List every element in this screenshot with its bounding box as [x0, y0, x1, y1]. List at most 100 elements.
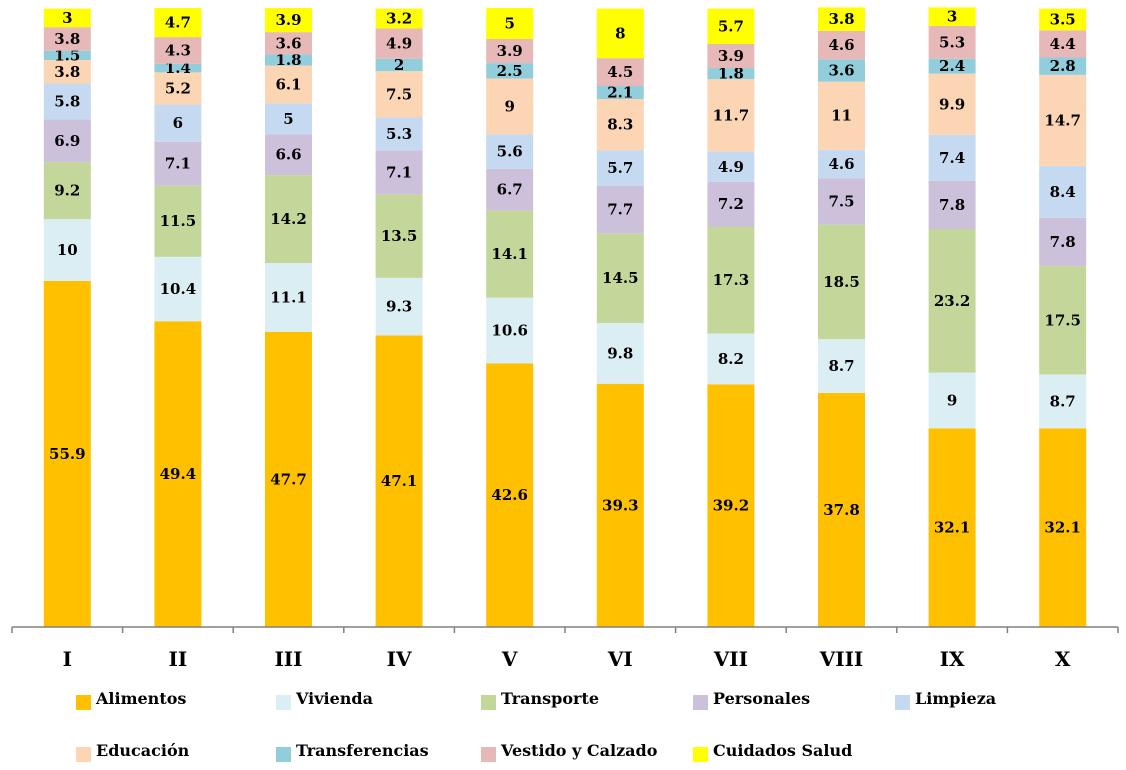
segment-value-label: 8: [615, 24, 625, 42]
segment-value-label: 14.1: [491, 245, 528, 263]
segment-value-label: 1.5: [54, 46, 80, 64]
legend-label: Transferencias: [296, 741, 429, 760]
bar-segment: [154, 256, 202, 322]
segment-value-label: 5.3: [939, 33, 965, 51]
bar-segment: [486, 8, 534, 39]
bar-segment: [596, 85, 644, 99]
bar-segment: [43, 162, 91, 220]
segment-value-label: 7.5: [828, 192, 854, 210]
bar-segment: [1039, 266, 1087, 375]
bar-segment: [928, 228, 976, 373]
x-axis: I II III IV V VI VII VIII IX X: [11, 626, 1119, 671]
segment-value-label: 5.2: [165, 79, 191, 97]
legend-swatch: [481, 747, 496, 762]
bar-segment: [486, 210, 534, 298]
segment-value-label: 2.1: [607, 83, 633, 101]
segment-value-label: 11.5: [160, 212, 197, 230]
segment-value-label: 9: [947, 391, 957, 409]
segment-value-label: 4.9: [386, 35, 412, 53]
segment-value-label: 5.3: [386, 125, 412, 143]
bar-segment: [928, 73, 976, 135]
segment-value-label: 6.1: [275, 75, 301, 93]
segment-value-label: 3: [62, 9, 72, 27]
bar-segment: [596, 383, 644, 627]
segment-value-label: 4.6: [828, 155, 854, 173]
segment-value-label: 8.3: [607, 116, 633, 134]
bar-segment: [818, 7, 865, 31]
bar-segment: [375, 335, 423, 627]
segment-value-label: 6: [173, 114, 183, 132]
bar-segment: [375, 71, 423, 118]
bar-segment: [375, 150, 423, 195]
segment-value-label: 8.7: [1050, 392, 1076, 410]
segment-value-label: 17.5: [1044, 311, 1081, 329]
legend-swatch: [693, 747, 708, 762]
bar-segment: [1039, 8, 1087, 31]
segment-value-label: 7.5: [386, 85, 412, 103]
bar-segment: [154, 321, 202, 627]
bar-segment: [596, 233, 644, 324]
segment-value-label: 3.8: [54, 30, 80, 48]
legend-swatch: [276, 695, 291, 710]
bar-segment: [707, 43, 755, 69]
bar-segment: [486, 78, 534, 135]
bar-segment: [707, 384, 755, 627]
bar-segment: [265, 134, 312, 176]
bar-segment: [375, 28, 423, 59]
segment-value-label: 3.6: [828, 62, 854, 80]
bar-segment: [154, 185, 202, 257]
segment-value-label: 39.3: [602, 496, 639, 514]
segment-value-label: 7.1: [165, 155, 191, 173]
segment-value-label: 47.7: [270, 470, 307, 488]
bar-segment: [1039, 217, 1087, 267]
bar-segment: [486, 63, 534, 79]
segment-value-label: 42.6: [491, 486, 528, 504]
bar-segment: [43, 119, 91, 163]
legend-label: Limpieza: [915, 689, 996, 708]
bar-segment: [596, 98, 644, 151]
bar-segment: [265, 54, 312, 66]
segment-value-label: 32.1: [934, 519, 971, 537]
segment-value-label: 1.8: [718, 65, 744, 83]
legend-label: Transporte: [501, 689, 599, 708]
segment-value-label: 5.7: [718, 17, 744, 35]
bar-segment: [375, 277, 423, 336]
bar-segment: [154, 8, 202, 38]
legend-label: Educación: [96, 741, 190, 760]
segment-value-label: 14.5: [602, 269, 639, 287]
segment-value-label: 6.6: [275, 146, 301, 164]
segment-value-label: 3.2: [386, 10, 412, 28]
bar-segment: [1039, 165, 1087, 218]
x-tick-label: II: [169, 647, 188, 671]
segment-value-label: 3.9: [275, 11, 301, 29]
segment-value-label: 6.7: [497, 181, 523, 199]
bar-segment: [707, 8, 755, 44]
segment-value-label: 32.1: [1044, 519, 1081, 537]
x-tick-label: X: [1055, 647, 1071, 671]
segment-value-label: 3.8: [828, 10, 854, 28]
bar-segment: [928, 428, 976, 627]
bar-segment: [486, 134, 534, 169]
bar-segment: [265, 331, 312, 627]
legend-label: Cuidados Salud: [713, 741, 852, 760]
bar-segment: [1039, 30, 1087, 58]
segment-value-label: 11.1: [270, 288, 307, 306]
legend: Alimentos Vivienda Transporte Personales Lim…: [76, 689, 996, 762]
bar-segment: [375, 8, 423, 29]
bar-segment: [818, 339, 865, 394]
segment-value-label: 1.8: [275, 51, 301, 69]
bar-segment: [1039, 57, 1087, 75]
bar-segment: [154, 141, 202, 186]
segment-value-label: 5.6: [497, 143, 523, 161]
segment-value-label: 49.4: [160, 465, 197, 483]
bar-segment: [928, 180, 976, 229]
bar-segment: [486, 38, 534, 64]
segment-value-label: 10: [57, 241, 78, 259]
segment-value-label: 4.5: [607, 63, 633, 81]
x-tick-label: V: [501, 647, 518, 671]
bar-segment: [486, 297, 534, 364]
segment-value-label: 6.9: [54, 132, 80, 150]
legend-label: Alimentos: [95, 689, 186, 708]
bar-segment: [43, 50, 91, 60]
segment-value-label: 14.7: [1044, 111, 1081, 129]
